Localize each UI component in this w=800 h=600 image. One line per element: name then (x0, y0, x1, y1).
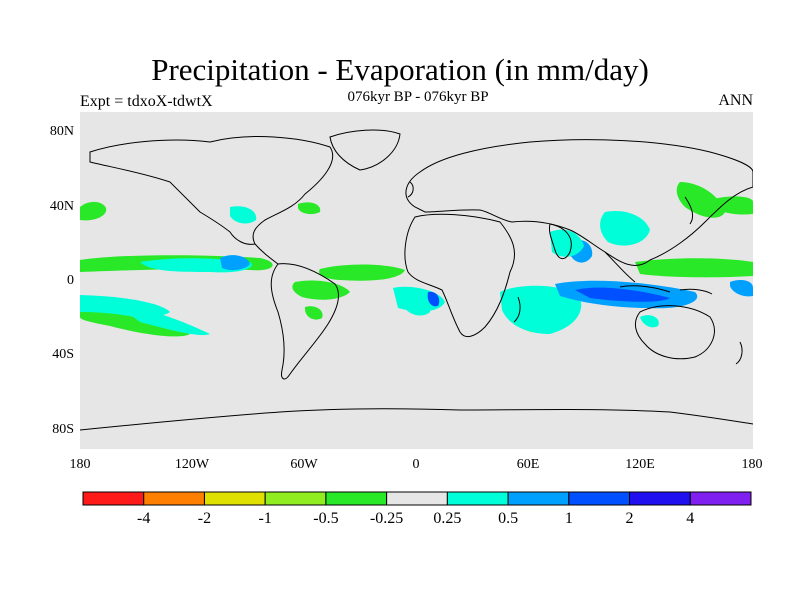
coast-north-america (89, 136, 334, 245)
lon-label-180e: 180 (741, 457, 763, 472)
patch-itcz-east-pac-blue (220, 255, 250, 271)
experiment-label: Expt = tdxoX-tdwtX (80, 93, 213, 110)
patch-congo-blue (427, 291, 440, 307)
coast-south-america (270, 263, 339, 380)
colorbar-box (82, 491, 145, 506)
colorbar-box (325, 491, 388, 506)
colorbar-label: -2 (197, 510, 212, 527)
patch-east-asia-cyan (600, 210, 650, 246)
coast-uk (407, 181, 414, 198)
colorbar-label: -0.5 (313, 510, 339, 527)
colorbar-label: -0.25 (369, 510, 404, 527)
patch-spcz-green (80, 312, 190, 337)
coast-southeast-asia (604, 251, 636, 283)
colorbar-label: -1 (258, 510, 272, 527)
colorbar-box (689, 491, 752, 506)
lat-label-40n: 40N (49, 199, 74, 214)
lon-label-180w: 180 (69, 457, 91, 472)
coast-greenland (329, 129, 401, 171)
lat-label-0: 0 (67, 273, 74, 288)
colorbar-label: 0.25 (433, 510, 462, 527)
patch-east-asia-green (676, 182, 725, 218)
lon-label-120e: 120E (625, 457, 655, 472)
coast-madagascar (513, 296, 521, 323)
lon-label-60w: 60W (290, 457, 318, 472)
lon-label-60e: 60E (516, 457, 540, 472)
colorbar (82, 491, 752, 506)
colorbar-label: -4 (137, 510, 151, 527)
patch-s-pacific-blue (730, 280, 753, 297)
patch-npac-green (710, 196, 753, 215)
colorbar-box (568, 491, 631, 506)
colorbar-box (446, 491, 509, 506)
lat-label-40s: 40S (52, 347, 74, 362)
coast-antarctica (80, 408, 753, 431)
patch-npac-40n (80, 201, 107, 221)
coast-central-america (254, 243, 279, 265)
lat-label-80s: 80S (52, 422, 74, 437)
lat-label-80n: 80N (49, 124, 74, 139)
season-label: ANN (718, 92, 753, 109)
coast-australia (634, 305, 715, 360)
lon-label-120w: 120W (174, 457, 210, 472)
coast-indonesia (619, 285, 713, 295)
patch-maritime-dark (575, 287, 670, 302)
coastlines (80, 129, 753, 431)
patch-india (550, 229, 584, 257)
patch-africa-west (405, 296, 431, 316)
colorbar-box (143, 491, 205, 506)
colorbar-label: 2 (625, 510, 634, 527)
patch-north-atl-green (298, 202, 321, 215)
colorbar-box (264, 491, 327, 506)
colorbar-label: 0.5 (498, 510, 519, 527)
colorbar-box (386, 491, 448, 506)
plot-subtitle: 076kyr BP - 076kyr BP (347, 89, 489, 105)
coast-europe-asia (405, 139, 753, 266)
coast-india (549, 223, 572, 259)
patch-spcz-cyan (120, 307, 210, 336)
map-background (80, 112, 753, 449)
colorbar-box (507, 491, 570, 506)
colorbar-label: 4 (686, 510, 695, 527)
plot-title: Precipitation - Evaporation (in mm/day) (151, 52, 649, 87)
colorbar-box (629, 491, 691, 506)
patch-trop-atl (319, 264, 405, 281)
world-map (80, 112, 753, 449)
coast-new-zealand (735, 341, 743, 365)
patch-indian-ocean-cyan (500, 285, 582, 334)
patch-gulf-mexico (230, 206, 257, 224)
anomaly-patches (80, 182, 753, 337)
coast-japan (684, 196, 693, 225)
patch-argentina (305, 306, 323, 320)
patch-s-indian-cyan (640, 315, 659, 328)
colorbar-label: 1 (564, 510, 573, 527)
lon-label-0: 0 (412, 457, 420, 472)
coast-africa (404, 213, 515, 338)
colorbar-box (203, 491, 266, 506)
patch-west-pac-green (635, 258, 753, 278)
